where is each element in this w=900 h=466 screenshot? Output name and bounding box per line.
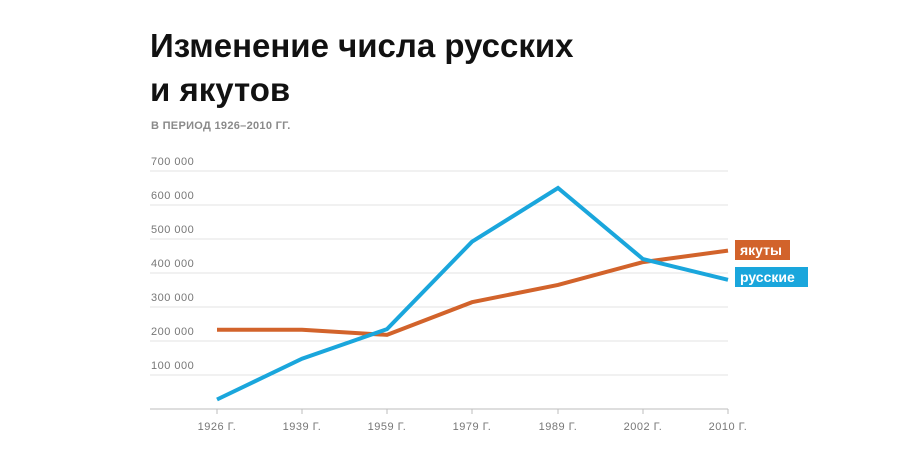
legend-badge [735, 240, 790, 260]
y-tick-label: 600 000 [151, 190, 194, 202]
series-line [216, 185, 729, 402]
legend-badge [735, 267, 808, 287]
y-tick-label: 700 000 [151, 156, 194, 168]
series-line [217, 248, 729, 337]
chart-title-line-2: и якутов [150, 71, 291, 108]
series-lines [216, 185, 729, 402]
chart-subtitle: В ПЕРИОД 1926–2010 ГГ. [151, 120, 291, 132]
y-tick-label: 500 000 [151, 224, 194, 236]
chart-title-line-1: Изменение числа русских [150, 27, 574, 64]
y-axis-tick-labels: 100 000 200 000 300 000 400 000 500 000 600 0… [151, 156, 194, 372]
x-axis: 1926 Г. 1939 Г. 1959 Г. 1979 Г. 1989 Г. 2002 … [150, 408, 748, 433]
x-tick-label: 2002 Г. [624, 421, 663, 433]
x-tick-label: 1939 Г. [283, 421, 322, 433]
y-tick-label: 400 000 [151, 258, 194, 270]
legend: якуты русские [735, 240, 808, 287]
x-tick-label: 1959 Г. [368, 421, 407, 433]
legend-label: якуты [740, 242, 782, 258]
x-tick-label: 1979 Г. [453, 421, 492, 433]
chart-title: Изменение числа русских и якутов [150, 24, 710, 112]
x-tick-label: 1926 Г. [198, 421, 237, 433]
y-tick-label: 300 000 [151, 292, 194, 304]
x-tick-label: 1989 Г. [539, 421, 578, 433]
legend-label: русские [740, 269, 795, 285]
y-tick-label: 200 000 [151, 326, 194, 338]
y-tick-label: 100 000 [151, 360, 194, 372]
x-tick-label: 2010 Г. [709, 421, 748, 433]
